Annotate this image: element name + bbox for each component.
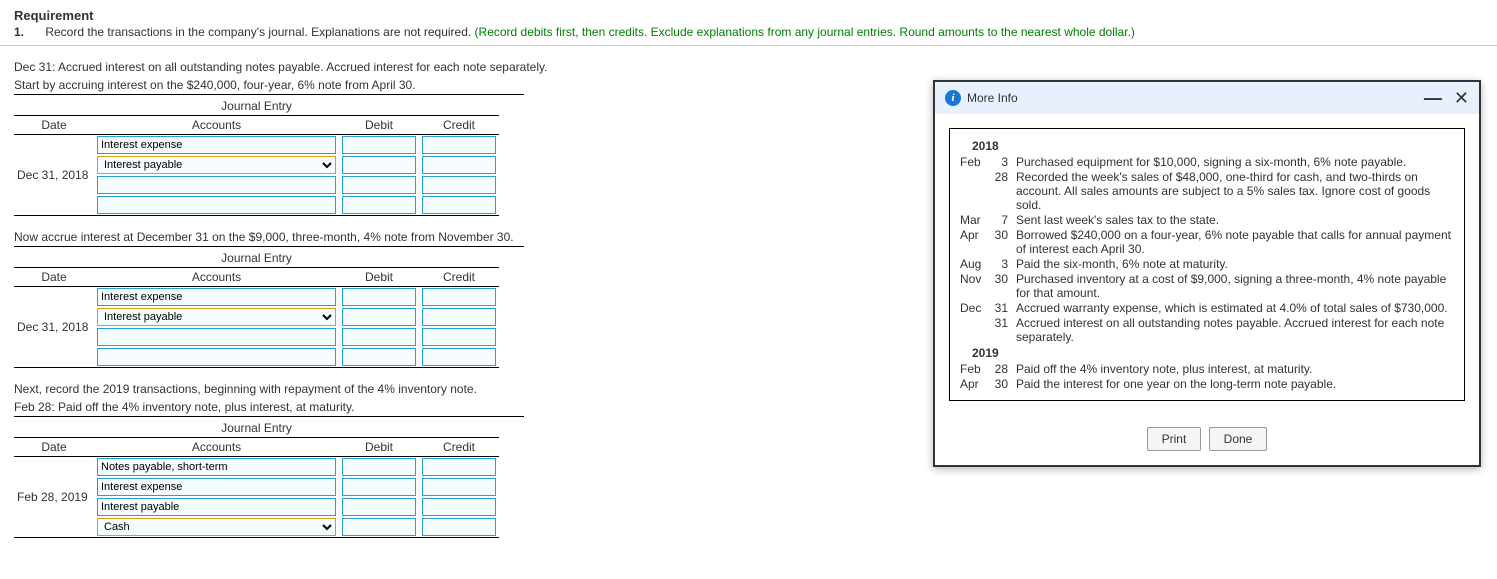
col-debit-2: Debit: [339, 268, 419, 287]
col-credit-2: Credit: [419, 268, 499, 287]
event-row: Feb28Paid off the 4% inventory note, plu…: [960, 362, 1454, 376]
instruction-5: Feb 28: Paid off the 4% inventory note, …: [14, 400, 524, 417]
close-icon[interactable]: ✕: [1454, 92, 1469, 104]
requirement-text: Record the transactions in the company's…: [45, 25, 474, 39]
col-accounts-3: Accounts: [94, 438, 339, 457]
minimize-icon[interactable]: —: [1424, 92, 1442, 104]
popup-header: i More Info — ✕: [935, 82, 1479, 114]
entry3-acct-1[interactable]: [97, 478, 336, 496]
entry3-debit-3[interactable]: [342, 518, 416, 536]
col-debit-3: Debit: [339, 438, 419, 457]
col-date-3: Date: [14, 438, 94, 457]
entry2-debit-1[interactable]: [342, 308, 416, 326]
entry3-acct-2[interactable]: [97, 498, 336, 516]
entry1-date: Dec 31, 2018: [14, 135, 94, 216]
instruction-1: Dec 31: Accrued interest on all outstand…: [14, 60, 1483, 74]
instruction-2: Start by accruing interest on the $240,0…: [14, 78, 524, 95]
col-debit: Debit: [339, 116, 419, 135]
requirement-hint: (Record debits first, then credits. Excl…: [475, 25, 1135, 39]
entry1-debit-0[interactable]: [342, 136, 416, 154]
print-button[interactable]: Print: [1147, 427, 1202, 451]
entry2-acct-3[interactable]: [97, 348, 336, 366]
instruction-3: Now accrue interest at December 31 on th…: [14, 230, 524, 247]
col-accounts: Accounts: [94, 116, 339, 135]
popup-body: 2018 Feb3Purchased equipment for $10,000…: [935, 114, 1479, 415]
done-button[interactable]: Done: [1209, 427, 1268, 451]
col-date-2: Date: [14, 268, 94, 287]
entry1-acct-2[interactable]: [97, 176, 336, 194]
je-caption-3: Journal Entry: [14, 419, 499, 438]
journal-entry-2-table: Journal Entry Date Accounts Debit Credit…: [14, 249, 499, 368]
entry3-credit-2[interactable]: [422, 498, 496, 516]
entry1-credit-0[interactable]: [422, 136, 496, 154]
year-2019: 2019: [972, 346, 1454, 360]
entry3-date: Feb 28, 2019: [14, 457, 94, 538]
entry3-credit-0[interactable]: [422, 458, 496, 476]
entry1-debit-2[interactable]: [342, 176, 416, 194]
journal-entry-1-table: Journal Entry Date Accounts Debit Credit…: [14, 97, 499, 216]
entry3-debit-2[interactable]: [342, 498, 416, 516]
entry1-credit-2[interactable]: [422, 176, 496, 194]
entry1-credit-3[interactable]: [422, 196, 496, 214]
col-date: Date: [14, 116, 94, 135]
entry2-date: Dec 31, 2018: [14, 287, 94, 368]
event-row: Nov30Purchased inventory at a cost of $9…: [960, 272, 1454, 300]
entry3-credit-1[interactable]: [422, 478, 496, 496]
event-row: Apr30Borrowed $240,000 on a four-year, 6…: [960, 228, 1454, 256]
entry3-debit-1[interactable]: [342, 478, 416, 496]
entry1-debit-3[interactable]: [342, 196, 416, 214]
event-row: 31Accrued interest on all outstanding no…: [960, 316, 1454, 344]
event-row: Aug3Paid the six-month, 6% note at matur…: [960, 257, 1454, 271]
entry1-credit-1[interactable]: [422, 156, 496, 174]
entry2-debit-0[interactable]: [342, 288, 416, 306]
popup-controls: — ✕: [1424, 92, 1469, 104]
entry3-acct-0[interactable]: [97, 458, 336, 476]
je-caption: Journal Entry: [14, 97, 499, 116]
col-accounts-2: Accounts: [94, 268, 339, 287]
entry2-credit-3[interactable]: [422, 348, 496, 366]
je-caption-2: Journal Entry: [14, 249, 499, 268]
entry2-acct-0[interactable]: [97, 288, 336, 306]
col-credit: Credit: [419, 116, 499, 135]
timeline: 2018 Feb3Purchased equipment for $10,000…: [949, 128, 1465, 401]
entry2-credit-1[interactable]: [422, 308, 496, 326]
entry3-credit-3[interactable]: [422, 518, 496, 536]
journal-entry-3-table: Journal Entry Date Accounts Debit Credit…: [14, 419, 499, 538]
entry1-debit-1[interactable]: [342, 156, 416, 174]
more-info-popup: i More Info — ✕ 2018 Feb3Purchased equip…: [933, 80, 1481, 467]
entry1-acct-1[interactable]: Interest payable: [97, 156, 336, 174]
event-row: Apr30Paid the interest for one year on t…: [960, 377, 1454, 391]
event-row: Dec31Accrued warranty expense, which is …: [960, 301, 1454, 315]
entry1-acct-0[interactable]: [97, 136, 336, 154]
entry1-acct-3[interactable]: [97, 196, 336, 214]
entry2-debit-2[interactable]: [342, 328, 416, 346]
year-2018: 2018: [972, 139, 1454, 153]
requirement-number: 1.: [14, 25, 42, 39]
event-row: 28Recorded the week's sales of $48,000, …: [960, 170, 1454, 212]
entry3-debit-0[interactable]: [342, 458, 416, 476]
popup-footer: Print Done: [935, 415, 1479, 465]
info-icon: i: [945, 90, 961, 106]
requirement-title: Requirement: [14, 8, 1483, 23]
entry2-acct-2[interactable]: [97, 328, 336, 346]
entry2-debit-3[interactable]: [342, 348, 416, 366]
col-credit-3: Credit: [419, 438, 499, 457]
event-row: Feb3Purchased equipment for $10,000, sig…: [960, 155, 1454, 169]
entry2-credit-0[interactable]: [422, 288, 496, 306]
requirement-line: 1. Record the transactions in the compan…: [14, 25, 1483, 39]
popup-title: More Info: [967, 91, 1018, 105]
entry2-acct-1[interactable]: Interest payable: [97, 308, 336, 326]
requirement-header: Requirement 1. Record the transactions i…: [0, 0, 1497, 46]
entry2-credit-2[interactable]: [422, 328, 496, 346]
event-row: Mar7Sent last week's sales tax to the st…: [960, 213, 1454, 227]
entry3-acct-3[interactable]: Cash: [97, 518, 336, 536]
popup-title-wrap: i More Info: [945, 90, 1018, 106]
